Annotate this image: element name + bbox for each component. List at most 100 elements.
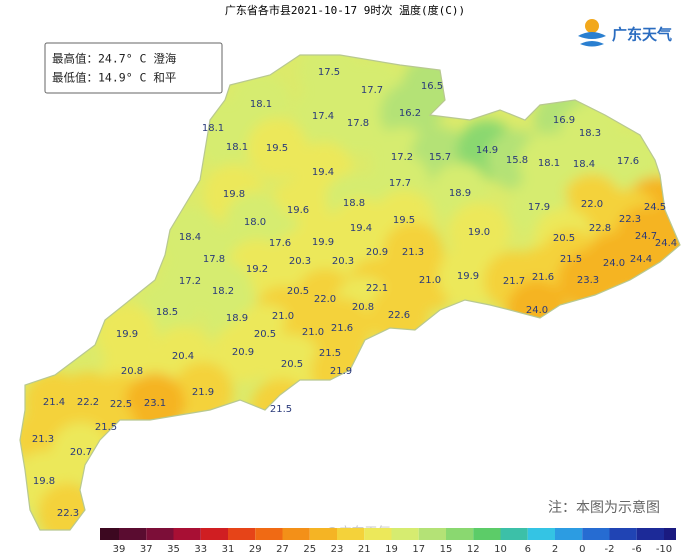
legend-tick-label: -2 — [605, 544, 615, 555]
legend-swatch — [664, 528, 676, 540]
legend-tick-label: 27 — [276, 544, 289, 555]
legend-tick-label: 15 — [440, 544, 453, 555]
station-value: 24.0 — [526, 305, 548, 316]
legend-swatch — [337, 528, 365, 540]
station-value: 19.5 — [393, 215, 415, 226]
station-value: 20.5 — [553, 233, 575, 244]
station-value: 21.0 — [272, 311, 294, 322]
station-value: 21.7 — [503, 276, 525, 287]
station-value: 20.8 — [121, 366, 143, 377]
station-value: 24.5 — [644, 202, 666, 213]
note: 注：本图为示意图 — [548, 499, 660, 516]
legend-swatch — [636, 528, 664, 540]
station-value: 21.6 — [331, 323, 353, 334]
station-value: 19.5 — [266, 143, 288, 154]
station-value: 18.0 — [244, 217, 266, 228]
station-value: 17.2 — [391, 152, 413, 163]
station-value: 17.7 — [389, 178, 411, 189]
station-value: 22.8 — [589, 223, 611, 234]
station-labels: 17.5 17.7 16.5 18.1 17.4 17.8 16.2 16.9 18.3 18.1… — [32, 67, 677, 519]
station-value: 20.5 — [281, 359, 303, 370]
legend-tick-label: 12 — [467, 544, 480, 555]
station-value: 21.5 — [560, 254, 582, 265]
legend-swatch — [119, 528, 147, 540]
station-value: 15.8 — [506, 155, 528, 166]
station-value: 17.4 — [312, 111, 334, 122]
station-value: 19.4 — [312, 167, 334, 178]
station-value: 22.3 — [619, 214, 641, 225]
station-value: 22.0 — [581, 199, 603, 210]
legend-swatch — [582, 528, 610, 540]
legend-swatch — [255, 528, 283, 540]
station-value: 20.3 — [332, 256, 354, 267]
legend-swatch — [500, 528, 528, 540]
station-value: 20.9 — [366, 247, 388, 258]
temperature-area — [328, 93, 388, 153]
station-value: 21.0 — [419, 275, 441, 286]
station-value: 20.5 — [287, 286, 309, 297]
temperature-area — [262, 334, 322, 394]
station-value: 20.7 — [70, 447, 92, 458]
station-value: 15.7 — [429, 152, 451, 163]
legend: 39 37 35 33 31 29 27 25 23 21 19 17 15 12 10 6 2 0 -2 -6 -10 — [100, 528, 676, 555]
station-value: 19.8 — [33, 476, 55, 487]
legend-swatch — [527, 528, 555, 540]
station-value: 17.7 — [361, 85, 383, 96]
legend-tick-label: 25 — [303, 544, 316, 555]
station-value: 18.1 — [202, 123, 224, 134]
station-value: 16.9 — [553, 115, 575, 126]
temperature-area — [598, 131, 658, 191]
station-value: 20.4 — [172, 351, 194, 362]
station-value: 19.9 — [116, 329, 138, 340]
station-value: 18.8 — [343, 198, 365, 209]
station-value: 19.2 — [246, 264, 268, 275]
station-value: 17.6 — [617, 156, 639, 167]
station-value: 19.4 — [350, 223, 372, 234]
station-value: 19.9 — [457, 271, 479, 282]
legend-swatch — [173, 528, 201, 540]
station-value: 20.9 — [232, 347, 254, 358]
legend-tick-label: 10 — [494, 544, 507, 555]
logo: 广东天气 — [578, 19, 672, 47]
station-value: 21.9 — [192, 387, 214, 398]
legend-tick-label: 37 — [140, 544, 153, 555]
station-value: 18.1 — [538, 158, 560, 169]
station-value: 19.0 — [468, 227, 490, 238]
legend-swatch — [282, 528, 310, 540]
station-value: 18.4 — [179, 232, 201, 243]
station-value: 21.3 — [32, 434, 54, 445]
legend-tick-label: 21 — [358, 544, 371, 555]
station-value: 21.5 — [95, 422, 117, 433]
station-value: 19.6 — [287, 205, 309, 216]
station-value: 24.4 — [630, 254, 652, 265]
legend-tick-label: -10 — [656, 544, 672, 555]
station-value: 18.9 — [226, 313, 248, 324]
legend-tick-label: 31 — [222, 544, 235, 555]
station-value: 17.2 — [179, 276, 201, 287]
legend-tick-label: 33 — [194, 544, 207, 555]
station-value: 17.9 — [528, 202, 550, 213]
station-value: 22.6 — [388, 310, 410, 321]
legend-swatch — [555, 528, 583, 540]
station-value: 18.5 — [156, 307, 178, 318]
station-value: 19.8 — [223, 189, 245, 200]
station-value: 24.4 — [655, 238, 677, 249]
legend-swatch — [446, 528, 474, 540]
legend-tick-label: 39 — [113, 544, 126, 555]
legend-swatch — [364, 528, 392, 540]
legend-swatch — [100, 528, 119, 540]
station-value: 20.8 — [352, 302, 374, 313]
station-value: 21.9 — [330, 366, 352, 377]
max-value: 最高值：24.7° C 澄海 — [52, 52, 177, 66]
legend-tick-label: 19 — [385, 544, 398, 555]
legend-tick-label: 23 — [331, 544, 344, 555]
temperature-area — [438, 246, 498, 306]
temperature-blobs — [20, 55, 680, 530]
station-value: 21.4 — [43, 397, 65, 408]
logo-text: 广东天气 — [612, 26, 672, 44]
station-value: 21.3 — [402, 247, 424, 258]
legend-tick-label: 2 — [552, 544, 558, 555]
legend-swatch — [473, 528, 501, 540]
